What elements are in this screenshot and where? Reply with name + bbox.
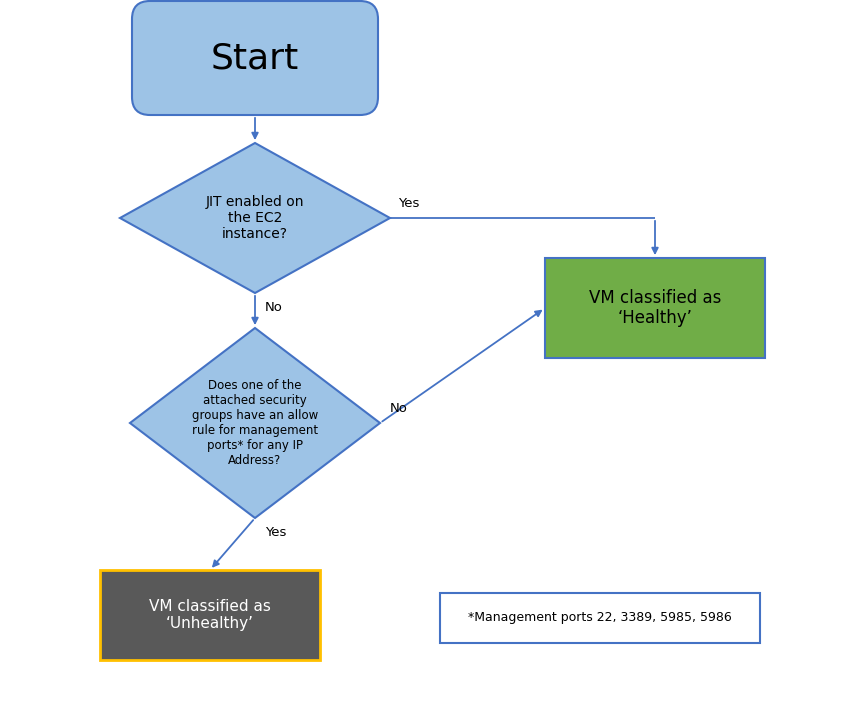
- Text: Yes: Yes: [398, 197, 420, 210]
- Text: No: No: [390, 402, 407, 415]
- Text: Yes: Yes: [265, 526, 286, 539]
- Text: JIT enabled on
the EC2
instance?: JIT enabled on the EC2 instance?: [205, 194, 304, 241]
- FancyBboxPatch shape: [132, 1, 378, 115]
- Polygon shape: [130, 328, 380, 518]
- Text: VM classified as
‘Healthy’: VM classified as ‘Healthy’: [589, 288, 721, 328]
- Polygon shape: [120, 143, 390, 293]
- Bar: [545, 258, 765, 358]
- Text: Does one of the
attached security
groups have an allow
rule for management
ports: Does one of the attached security groups…: [192, 379, 318, 467]
- Text: Start: Start: [211, 41, 299, 75]
- Text: *Management ports 22, 3389, 5985, 5986: *Management ports 22, 3389, 5985, 5986: [468, 612, 732, 625]
- Text: No: No: [265, 301, 283, 314]
- Text: VM classified as
‘Unhealthy’: VM classified as ‘Unhealthy’: [149, 599, 271, 631]
- Bar: [440, 593, 760, 643]
- Bar: [100, 570, 320, 660]
